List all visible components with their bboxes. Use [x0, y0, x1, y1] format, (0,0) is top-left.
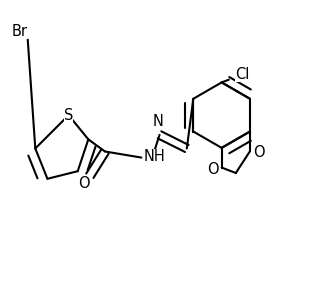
Text: Cl: Cl: [235, 67, 250, 82]
Text: O: O: [78, 176, 90, 191]
Text: Br: Br: [12, 24, 28, 39]
Text: O: O: [253, 145, 264, 160]
Text: S: S: [64, 108, 73, 123]
Text: NH: NH: [144, 148, 166, 164]
Text: O: O: [207, 161, 219, 177]
Text: N: N: [153, 114, 164, 129]
